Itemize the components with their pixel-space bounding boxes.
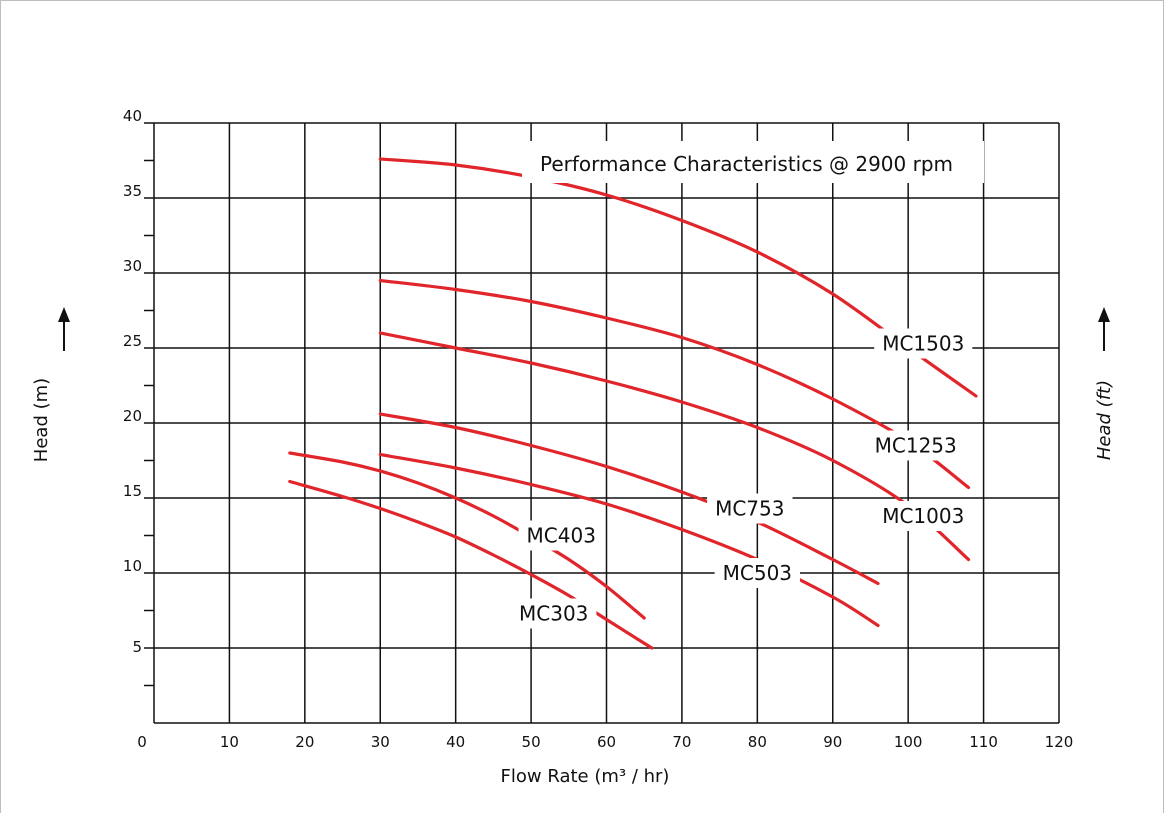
curve-label-mc503: MC503 bbox=[723, 561, 792, 585]
curve-mc503 bbox=[378, 452, 880, 628]
x-tick-label-30: 30 bbox=[371, 733, 390, 751]
x-axis-label: Flow Rate (m³ / hr) bbox=[501, 766, 670, 787]
curve-mc403 bbox=[288, 451, 646, 620]
y-tick-label-15: 15 bbox=[123, 482, 142, 500]
y-arrow-icon bbox=[58, 307, 70, 351]
label-mc1503: MC1503 bbox=[874, 328, 973, 359]
x-tick-label-80: 80 bbox=[748, 733, 767, 751]
y-axis-label: Head (m) bbox=[31, 378, 52, 462]
axes: 0 10 20 30 40 50 60 70 80 90 100 110 120 5 10 15 20 25 30 3… bbox=[123, 107, 1073, 751]
curve-label-background bbox=[714, 558, 801, 588]
curve-mc1003 bbox=[378, 331, 971, 562]
x-tick-label-40: 40 bbox=[446, 733, 465, 751]
label-mc503: MC503 bbox=[714, 558, 801, 588]
y-axis-label-group: Head (m) bbox=[31, 378, 52, 462]
x-tick-label-90: 90 bbox=[823, 733, 842, 751]
curve-label-background bbox=[866, 430, 965, 461]
curve-label-background bbox=[874, 328, 973, 359]
x-tick-label-0: 0 bbox=[137, 733, 147, 751]
y-tick-label-40: 40 bbox=[123, 107, 142, 125]
y-tick-label-35: 35 bbox=[123, 182, 142, 200]
y-tick-label-30: 30 bbox=[123, 257, 142, 275]
curve-label-background bbox=[874, 501, 973, 531]
y-tick-label-10: 10 bbox=[123, 557, 142, 575]
curve-label-background bbox=[707, 493, 793, 524]
label-mc303: MC303 bbox=[511, 598, 597, 629]
label-mc753: MC753 bbox=[707, 493, 793, 524]
curve-label-mc753: MC753 bbox=[715, 497, 784, 521]
y-tick-label-25: 25 bbox=[123, 332, 142, 350]
y-tick-label-20: 20 bbox=[123, 407, 142, 425]
label-mc403: MC403 bbox=[518, 520, 604, 551]
y2-axis-label: Head (ft) bbox=[1094, 380, 1115, 460]
y2-arrow-icon bbox=[1098, 307, 1110, 351]
curve-label-mc303: MC303 bbox=[519, 602, 588, 626]
curve-mc1503 bbox=[378, 157, 978, 398]
curve-label-mc403: MC403 bbox=[527, 524, 596, 548]
title-group: Performance Characteristics @ 2900 rpm bbox=[522, 141, 984, 183]
label-mc1253: MC1253 bbox=[866, 430, 965, 461]
label-mc1003: MC1003 bbox=[874, 501, 973, 531]
grid bbox=[154, 122, 1060, 723]
x-tick-label-50: 50 bbox=[522, 733, 541, 751]
curve-label-mc1503: MC1503 bbox=[882, 332, 964, 356]
x-tick-label-100: 100 bbox=[894, 733, 923, 751]
curve-mc1253 bbox=[378, 278, 971, 490]
curve-mc753 bbox=[378, 412, 880, 586]
curve-label-background bbox=[518, 520, 604, 551]
x-tick-label-60: 60 bbox=[597, 733, 616, 751]
curves bbox=[288, 157, 978, 650]
title-background bbox=[522, 141, 984, 183]
curve-label-mc1253: MC1253 bbox=[875, 434, 957, 458]
x-tick-label-120: 120 bbox=[1045, 733, 1074, 751]
x-tick-label-110: 110 bbox=[969, 733, 998, 751]
x-tick-label-20: 20 bbox=[295, 733, 314, 751]
curve-labels: MC303 MC403 MC503 MC753 MC1003 MC1253 MC1503 bbox=[511, 328, 973, 629]
y2-axis-label-group: Head (ft) bbox=[1094, 380, 1115, 460]
y-tick-label-5: 5 bbox=[132, 638, 142, 656]
curve-label-mc1003: MC1003 bbox=[882, 504, 964, 528]
x-tick-label-70: 70 bbox=[672, 733, 691, 751]
curve-label-background bbox=[511, 598, 597, 629]
x-tick-label-10: 10 bbox=[220, 733, 239, 751]
chart-title: Performance Characteristics @ 2900 rpm bbox=[540, 152, 953, 176]
